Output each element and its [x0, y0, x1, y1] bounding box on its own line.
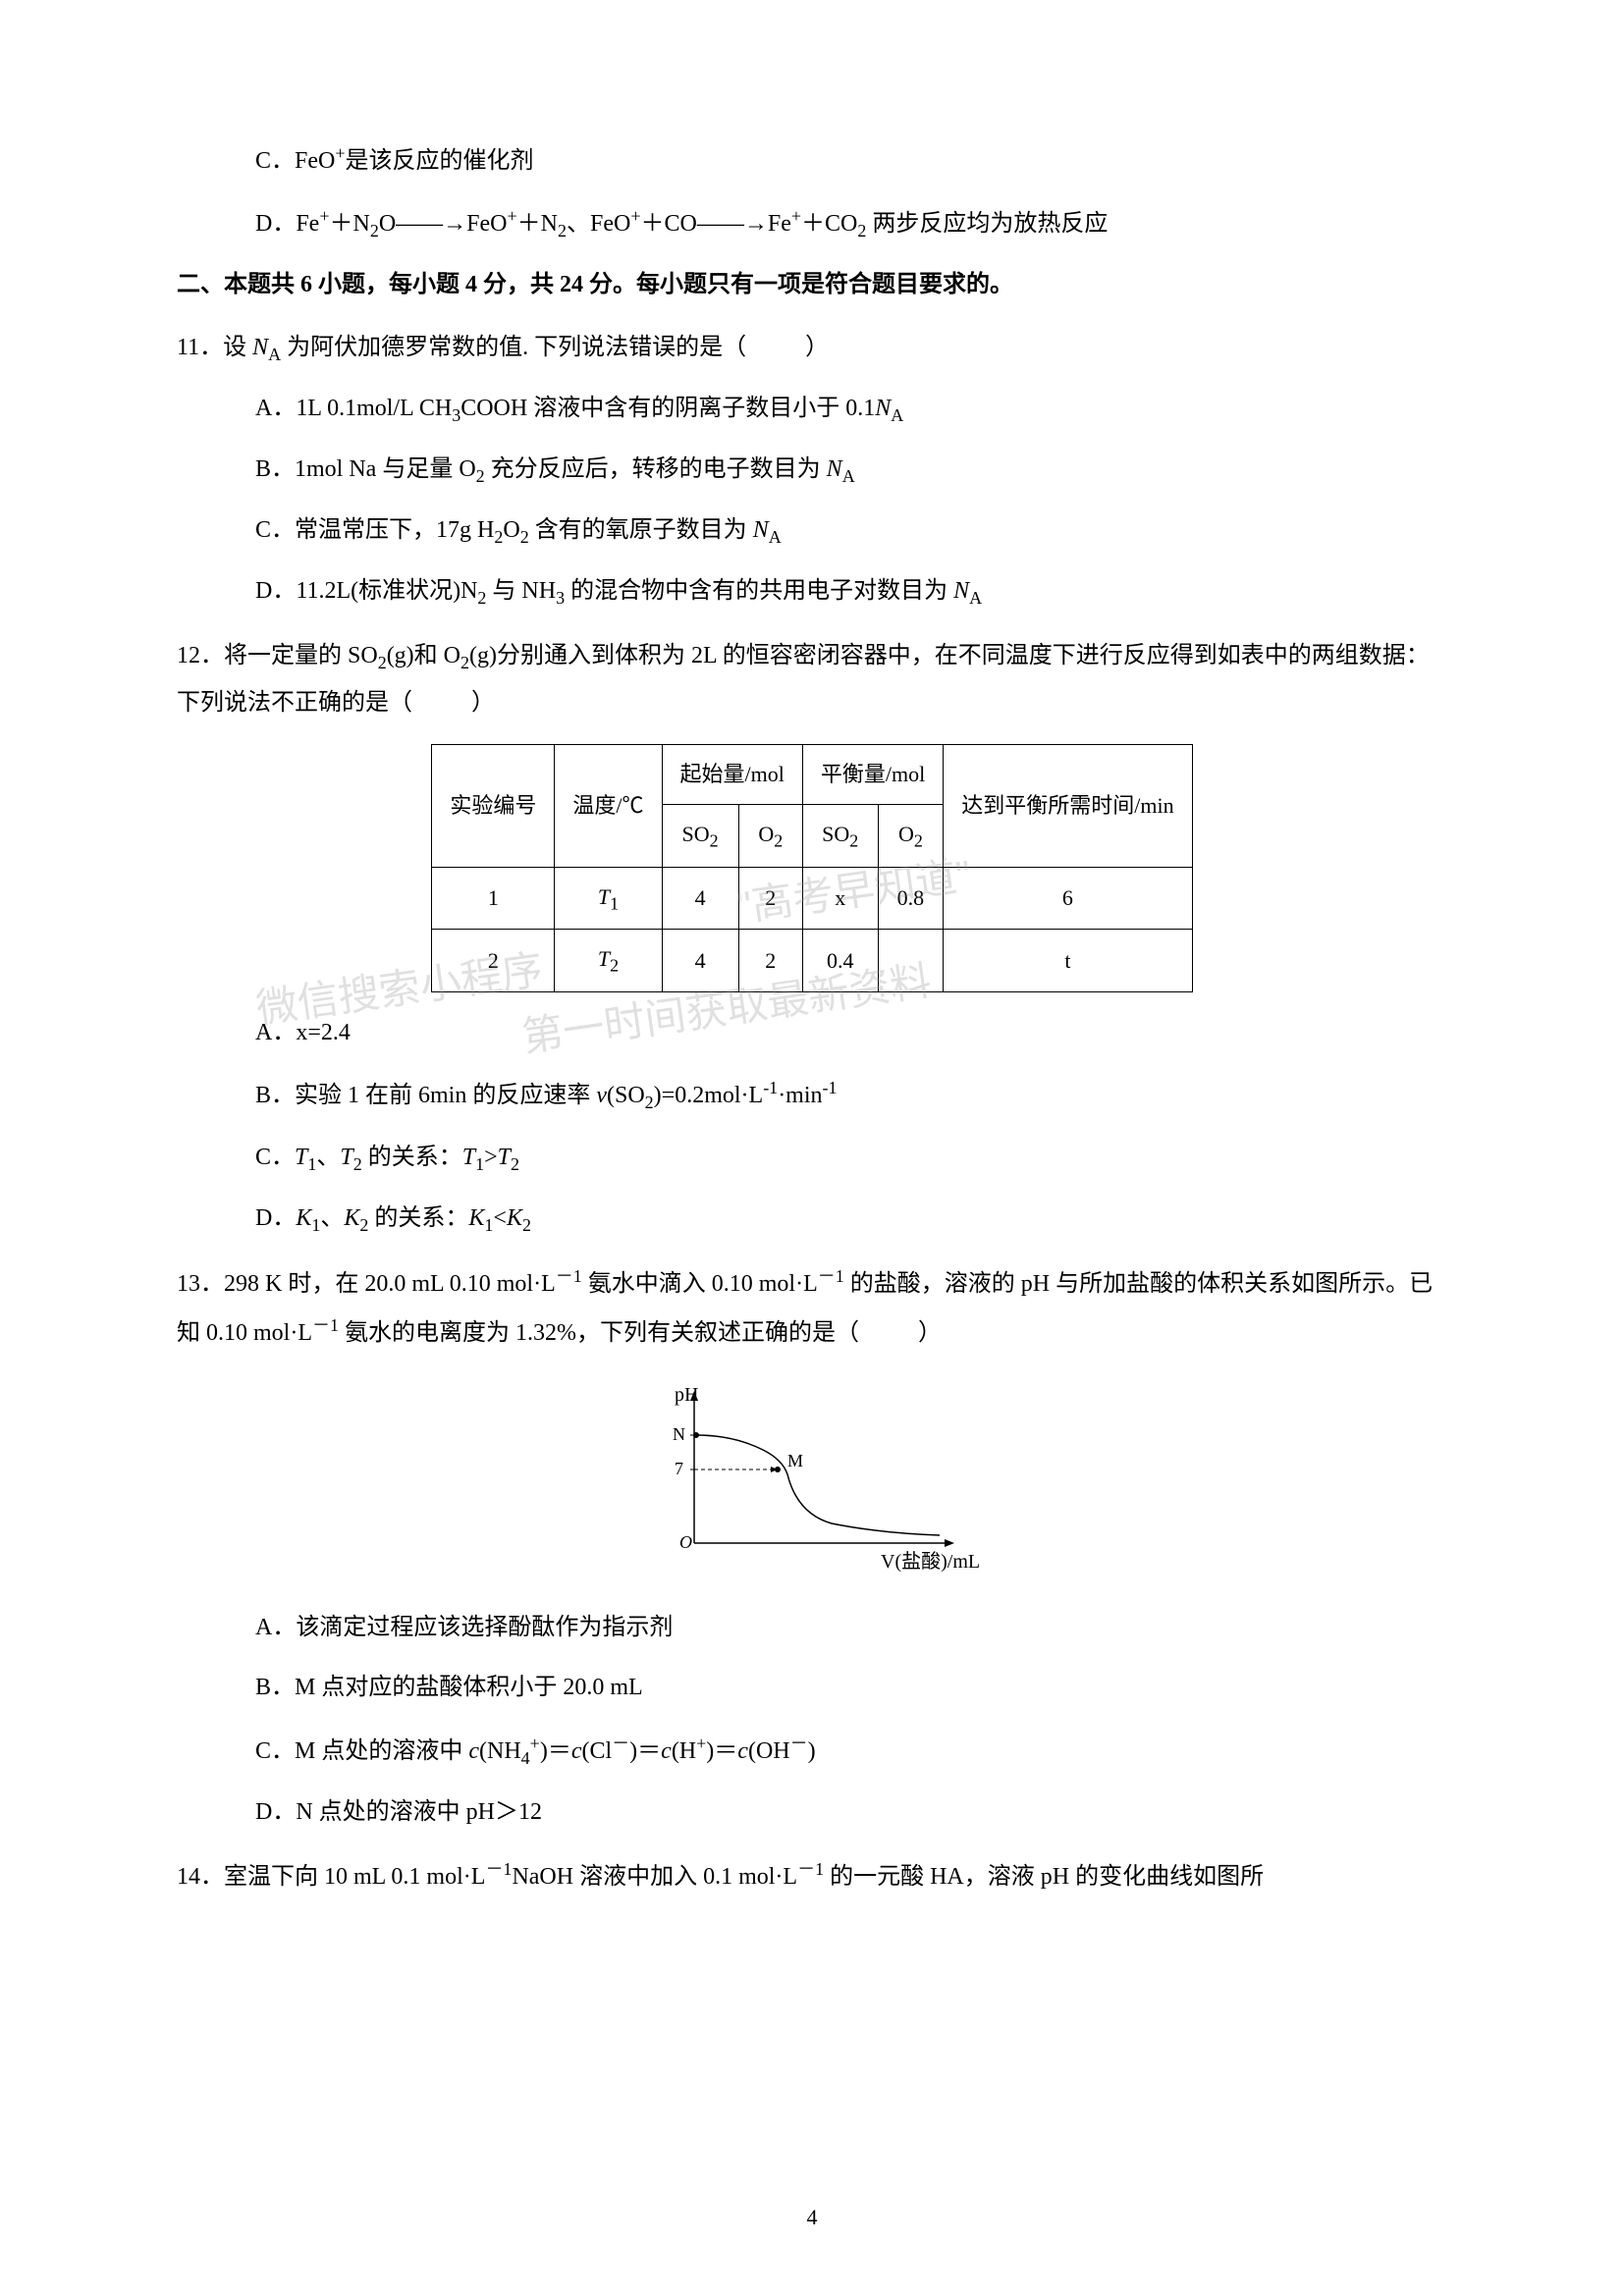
th-so2-start: SO2 [662, 804, 738, 867]
q14-stem: 14．室温下向 10 mL 0.1 mol·L－1NaOH 溶液中加入 0.1 … [177, 1851, 1447, 1900]
q12-option-d: D．K1、K2 的关系：K1<K2 [255, 1198, 1447, 1241]
th-exp-num: 实验编号 [432, 745, 555, 867]
th-o2-eq: O2 [878, 804, 944, 867]
q12-option-a: A．x=2.4 [255, 1012, 1447, 1054]
q12-option-c: C．T1、T2 的关系：T1>T2 [255, 1137, 1447, 1180]
table-row: 1 T1 4 2 x 0.8 6 [432, 867, 1192, 930]
th-temp: 温度/℃ [555, 745, 662, 867]
th-time: 达到平衡所需时间/min [944, 745, 1192, 867]
q11-stem: 11．设 NA 为阿伏加德罗常数的值. 下列说法错误的是（） [177, 327, 1447, 370]
graph-curve [696, 1435, 940, 1535]
graph-xlabel: V(盐酸)/mL [881, 1550, 980, 1573]
q12-stem: 12．将一定量的 SO2(g)和 O2(g)分别通入到体积为 2L 的恒容密闭容… [177, 632, 1447, 727]
graph-origin: O [679, 1532, 692, 1552]
option-c: C．FeO+是该反应的催化剂 [255, 137, 1447, 183]
option-d: D．Fe+＋N2O——→FeO+＋N2、FeO+＋CO——→Fe+＋CO2 两步… [255, 200, 1447, 246]
q13-graph: pH V(盐酸)/mL O 7 N M [177, 1376, 1447, 1587]
graph-ylabel: pH [675, 1384, 698, 1406]
q13-option-c: C．M 点处的溶液中 c(NH4+)＝c(Cl－)＝c(H+)＝c(OH－) [255, 1728, 1447, 1774]
section-2-header: 二、本题共 6 小题，每小题 4 分，共 24 分。每小题只有一项是符合题目要求… [177, 264, 1447, 306]
th-eq: 平衡量/mol [802, 745, 943, 805]
q11-option-b: B．1mol Na 与足量 O2 充分反应后，转移的电子数目为 NA [255, 449, 1447, 492]
q12-table: 实验编号 温度/℃ 起始量/mol 平衡量/mol 达到平衡所需时间/min S… [431, 744, 1192, 992]
th-start: 起始量/mol [662, 745, 802, 805]
th-o2-start: O2 [738, 804, 802, 867]
q11-option-d: D．11.2L(标准状况)N2 与 NH3 的混合物中含有的共用电子对数目为 N… [255, 570, 1447, 614]
th-so2-eq: SO2 [802, 804, 878, 867]
q13-stem: 13．298 K 时，在 20.0 mL 0.10 mol·L－1 氨水中滴入 … [177, 1258, 1447, 1357]
q12-option-b: B．实验 1 在前 6min 的反应速率 v(SO2)=0.2mol·L-1·m… [255, 1072, 1447, 1118]
q11-option-a: A．1L 0.1mol/L CH3COOH 溶液中含有的阴离子数目小于 0.1N… [255, 388, 1447, 431]
graph-point-n: N [673, 1424, 685, 1444]
graph-point-m: M [787, 1451, 803, 1470]
table-row: 2 T2 4 2 0.4 t [432, 930, 1192, 992]
q13-option-a: A．该滴定过程应该选择酚酞作为指示剂 [255, 1607, 1447, 1649]
q11-option-c: C．常温常压下，17g H2O2 含有的氧原子数目为 NA [255, 509, 1447, 553]
graph-tick-7: 7 [675, 1459, 683, 1478]
page-number: 4 [807, 2198, 818, 2237]
q13-option-d: D．N 点处的溶液中 pH＞12 [255, 1791, 1447, 1834]
q13-option-b: B．M 点对应的盐酸体积小于 20.0 mL [255, 1667, 1447, 1709]
